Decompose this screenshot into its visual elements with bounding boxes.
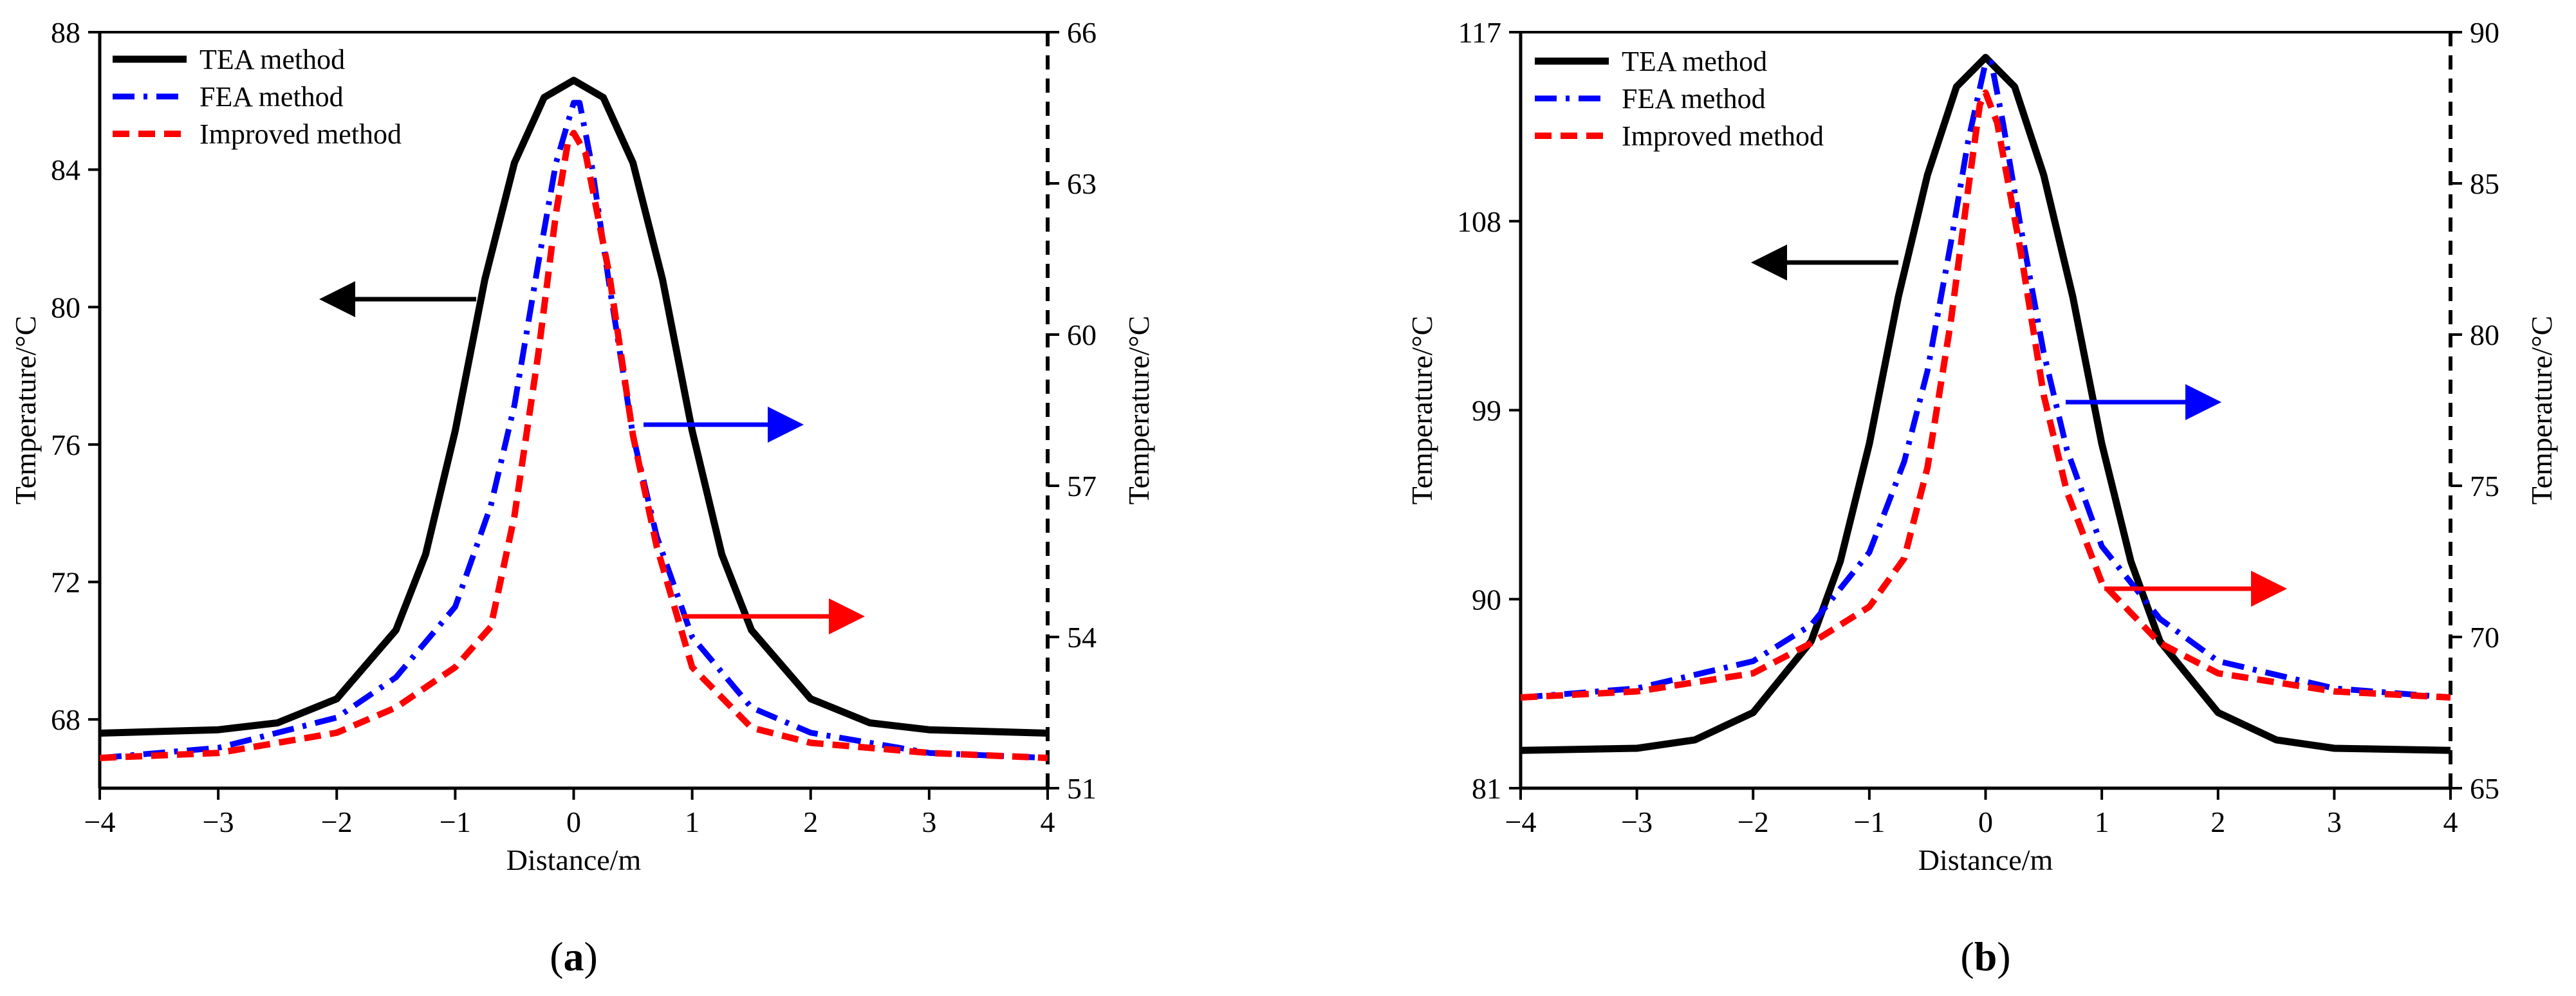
y-right-tick-label: 54 (1067, 621, 1097, 654)
y-right-tick-label: 85 (2470, 167, 2499, 200)
y-right-tick-label: 80 (2470, 318, 2499, 351)
y-right-tick-label: 66 (1067, 16, 1097, 49)
x-tick-label: −1 (1853, 806, 1885, 838)
x-tick-label: 4 (2443, 806, 2458, 838)
y-right-axis-title: Temperature/°C (2525, 316, 2558, 505)
y-right-tick-label: 90 (2470, 16, 2499, 49)
series-line-tea-method (99, 77, 1048, 737)
legend-label: FEA method (1622, 83, 1766, 115)
y-left-tick-label: 99 (1472, 394, 1501, 427)
legend-label: Improved method (199, 118, 402, 150)
series-line-improved-method (99, 129, 1048, 761)
panel-label: (b) (1960, 934, 2010, 979)
y-left-tick-label: 76 (51, 429, 80, 461)
x-tick-label: −1 (440, 806, 471, 838)
x-tick-label: 0 (1978, 806, 1993, 838)
x-tick-label: −2 (1737, 806, 1769, 838)
y-right-tick-label: 57 (1067, 470, 1097, 503)
y-left-tick-label: 68 (51, 703, 80, 736)
y-right-tick-label: 70 (2470, 621, 2499, 654)
x-axis-title: Distance/m (506, 844, 642, 876)
x-tick-label: 4 (1041, 806, 1055, 838)
x-tick-label: −3 (203, 806, 234, 838)
x-tick-label: 2 (2210, 806, 2225, 838)
x-tick-label: 3 (2327, 806, 2342, 838)
chart-panel-b: −4 −3 −2 −1 0 1 2 3 4 81 90 99 108 117 65 70 75 80 85 90 Dis… (1405, 16, 2558, 979)
panel-label: (a) (550, 934, 598, 979)
x-axis-title: Distance/m (1918, 844, 2053, 876)
y-right-tick-label: 65 (2470, 772, 2499, 805)
chart-panel-a: −4 −3 −2 −1 0 1 2 3 4 68 72 76 80 84 88 51 54 57 60 63 66 Dis… (9, 16, 1155, 979)
y-left-tick-label: 108 (1457, 205, 1501, 238)
y-left-axis-title: Temperature/°C (9, 316, 42, 505)
series-line-improved-method (1520, 89, 2451, 701)
series-line-fea-method (1520, 59, 2451, 701)
y-left-tick-label: 84 (51, 154, 80, 187)
y-left-tick-label: 72 (51, 566, 80, 599)
series-line-fea-method (99, 100, 1048, 761)
legend-label: TEA method (1622, 46, 1767, 77)
x-tick-label: 3 (922, 806, 936, 838)
y-left-tick-label: 80 (51, 291, 80, 324)
x-tick-label: −2 (321, 806, 353, 838)
x-tick-label: 2 (803, 806, 818, 838)
y-right-tick-label: 75 (2470, 470, 2499, 503)
y-left-axis-title: Temperature/°C (1405, 316, 1438, 505)
y-right-tick-label: 51 (1067, 772, 1097, 805)
legend-label: TEA method (199, 44, 345, 75)
x-tick-label: 0 (566, 806, 581, 838)
x-tick-label: 1 (2095, 806, 2109, 838)
y-left-tick-label: 117 (1458, 16, 1501, 49)
y-left-tick-label: 90 (1472, 583, 1501, 616)
y-right-axis-title: Temperature/°C (1122, 316, 1155, 505)
x-tick-label: 1 (685, 806, 700, 838)
y-left-tick-label: 81 (1472, 772, 1501, 805)
x-tick-label: −3 (1621, 806, 1653, 838)
legend-label: FEA method (199, 81, 344, 113)
y-right-tick-label: 60 (1067, 318, 1097, 351)
x-tick-label: −4 (1505, 806, 1537, 838)
x-tick-label: −4 (84, 806, 116, 838)
series-line-tea-method (1520, 53, 2451, 754)
y-right-tick-label: 63 (1067, 167, 1097, 200)
legend-label: Improved method (1622, 120, 1824, 152)
y-left-tick-label: 88 (51, 16, 80, 49)
